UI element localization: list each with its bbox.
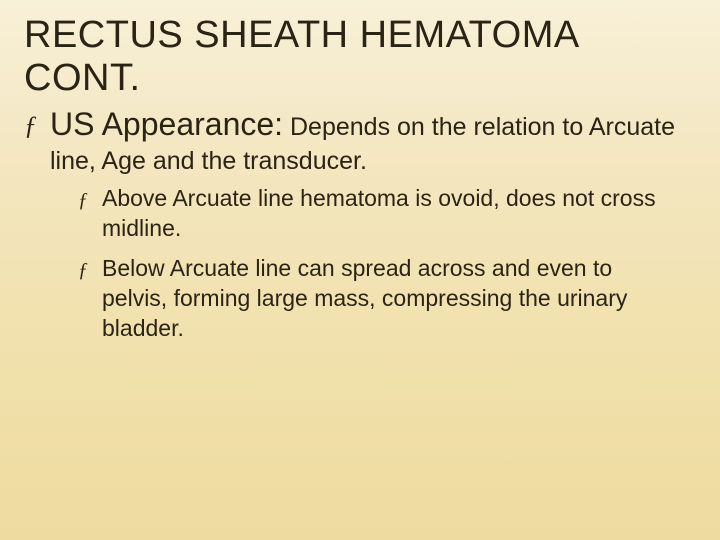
bullet-level1-0: ƒ US Appearance: Depends on the relation… — [24, 103, 696, 178]
title-line-2: CONT. — [24, 57, 141, 99]
sub-bullets: ƒ Above Arcuate line hematoma is ovoid, … — [24, 184, 696, 343]
scribble-bullet-icon: ƒ — [78, 257, 88, 283]
scribble-bullet-icon: ƒ — [78, 187, 88, 213]
bullet-text: Above Arcuate line hematoma is ovoid, do… — [102, 185, 656, 241]
bullet-level2-0: ƒ Above Arcuate line hematoma is ovoid, … — [78, 184, 674, 244]
title-line-1: RECTUS SHEATH HEMATOMA — [24, 14, 580, 56]
scribble-bullet-icon: ƒ — [24, 109, 37, 143]
bullet-text: Below Arcuate line can spread across and… — [102, 255, 627, 341]
bullet-lead: US Appearance: — [50, 106, 283, 142]
slide-title: RECTUS SHEATH HEMATOMA CONT. — [24, 14, 696, 99]
slide-body: RECTUS SHEATH HEMATOMA CONT. ƒ US Appear… — [0, 0, 720, 374]
bullet-level2-1: ƒ Below Arcuate line can spread across a… — [78, 254, 674, 344]
